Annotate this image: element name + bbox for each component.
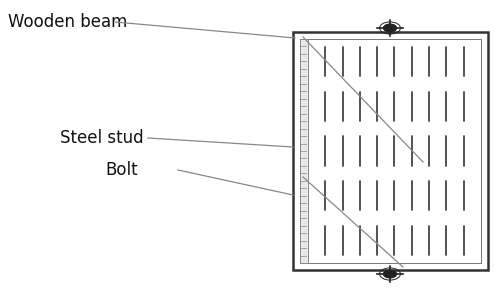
- Circle shape: [384, 24, 396, 32]
- Text: Steel stud: Steel stud: [60, 129, 144, 147]
- Text: Wooden beam: Wooden beam: [8, 13, 128, 31]
- Text: Bolt: Bolt: [105, 161, 138, 179]
- Bar: [293, 32, 488, 270]
- Bar: [300, 39, 308, 263]
- Circle shape: [384, 270, 396, 278]
- Bar: [300, 39, 481, 263]
